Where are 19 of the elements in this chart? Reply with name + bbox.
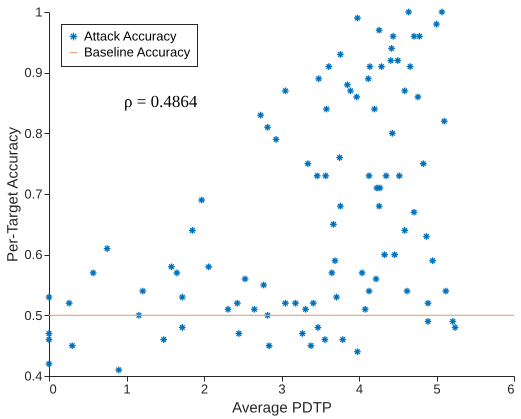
x-axis-title: Average PDTP bbox=[232, 400, 332, 416]
y-axis-title: Per-Target Accuracy bbox=[4, 126, 22, 262]
y-tick-label: 0.9 bbox=[24, 65, 42, 80]
x-tick-label: 1 bbox=[123, 382, 131, 396]
annotation: ρ = 0.4864 bbox=[124, 92, 198, 111]
y-tick-label: 0.4 bbox=[24, 368, 42, 384]
x-tick-label: 4 bbox=[356, 382, 364, 396]
y-tick-label: 1 bbox=[35, 4, 42, 20]
y-tick-label: 0.8 bbox=[24, 126, 42, 141]
legend-label: Baseline Accuracy bbox=[84, 44, 191, 60]
y-tick-label: 0.7 bbox=[24, 186, 42, 202]
x-tick-label: 6 bbox=[507, 382, 514, 396]
y-tick-label: 0.5 bbox=[24, 308, 42, 323]
x-tick-label: 0 bbox=[50, 382, 57, 396]
y-tick-label: 0.6 bbox=[24, 247, 42, 262]
x-tick-label: 3 bbox=[278, 382, 286, 396]
x-tick-label: 5 bbox=[433, 382, 441, 396]
legend-label: Attack Accuracy bbox=[84, 28, 177, 44]
x-tick-label: 2 bbox=[200, 382, 208, 396]
